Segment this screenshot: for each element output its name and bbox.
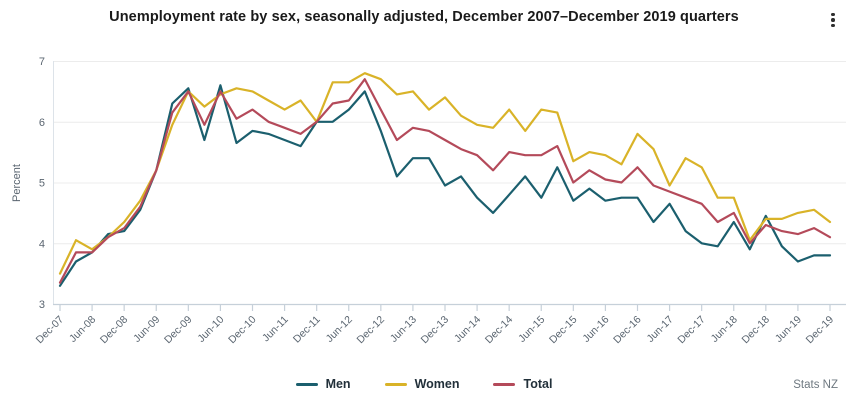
legend-label: Women xyxy=(414,377,460,391)
x-axis-tick-label: Dec-14 xyxy=(483,314,516,347)
x-axis-tick-label: Dec-09 xyxy=(162,314,195,347)
page-title: Unemployment rate by sex, seasonally adj… xyxy=(109,9,739,25)
x-axis-tick-label: Jun-11 xyxy=(260,314,291,345)
x-axis-tick-label: Dec-17 xyxy=(675,314,708,347)
x-axis-tick-label: Dec-15 xyxy=(547,314,580,347)
x-axis-tick-label: Jun-08 xyxy=(67,314,98,345)
legend-item-women[interactable]: Women xyxy=(384,377,460,391)
x-axis-tick-label: Dec-16 xyxy=(611,314,644,347)
y-axis-tick-label: 5 xyxy=(39,178,45,190)
x-axis-tick-label: Jun-19 xyxy=(773,314,804,345)
legend-swatch-icon xyxy=(384,382,407,386)
kebab-dot-icon xyxy=(831,18,835,22)
kebab-dot-icon xyxy=(831,12,835,17)
legend-swatch-icon xyxy=(493,382,516,386)
y-axis-tick-label: 4 xyxy=(39,238,45,250)
x-axis-tick-label: Jun-18 xyxy=(709,314,740,345)
x-axis-tick-label: Dec-12 xyxy=(355,314,388,347)
x-axis-tick-label: Dec-19 xyxy=(804,314,837,347)
legend-swatch-icon xyxy=(295,382,318,386)
legend-item-men[interactable]: Men xyxy=(295,377,351,391)
chart-legend: Men Women Total xyxy=(0,377,848,391)
x-axis-tick-label: Jun-10 xyxy=(195,314,226,345)
y-axis-tick-label: 3 xyxy=(39,299,45,311)
x-axis-tick-label: Jun-17 xyxy=(645,314,676,345)
x-axis-tick-label: Jun-09 xyxy=(131,314,162,345)
x-axis-tick-label: Dec-10 xyxy=(226,314,259,347)
series-line-men xyxy=(58,84,832,287)
x-axis-tick-label: Jun-16 xyxy=(580,314,611,345)
x-axis-tick-label: Dec-13 xyxy=(419,314,452,347)
y-axis-title: Percent xyxy=(11,164,23,202)
x-axis-tick-label: Dec-11 xyxy=(291,314,323,346)
x-axis-tick-label: Jun-13 xyxy=(388,314,419,345)
y-axis-tick-label: 7 xyxy=(39,56,45,68)
x-axis-tick-label: Dec-07 xyxy=(34,314,67,347)
legend-label: Total xyxy=(523,377,553,391)
legend-item-total[interactable]: Total xyxy=(493,377,552,391)
x-axis-tick-label: Dec-08 xyxy=(98,314,131,347)
kebab-dot-icon xyxy=(831,23,835,28)
y-axis-tick-label: 6 xyxy=(39,117,45,129)
x-axis-tick-label: Dec-18 xyxy=(740,314,773,347)
source-attribution: Stats NZ xyxy=(793,379,838,391)
series-line-total xyxy=(58,78,832,284)
x-axis-tick-label: Jun-12 xyxy=(324,314,355,345)
x-axis-tick-label: Jun-15 xyxy=(516,314,547,345)
kebab-menu-button[interactable] xyxy=(824,9,842,31)
x-axis-tick-label: Jun-14 xyxy=(452,314,483,345)
legend-label: Men xyxy=(325,377,351,391)
